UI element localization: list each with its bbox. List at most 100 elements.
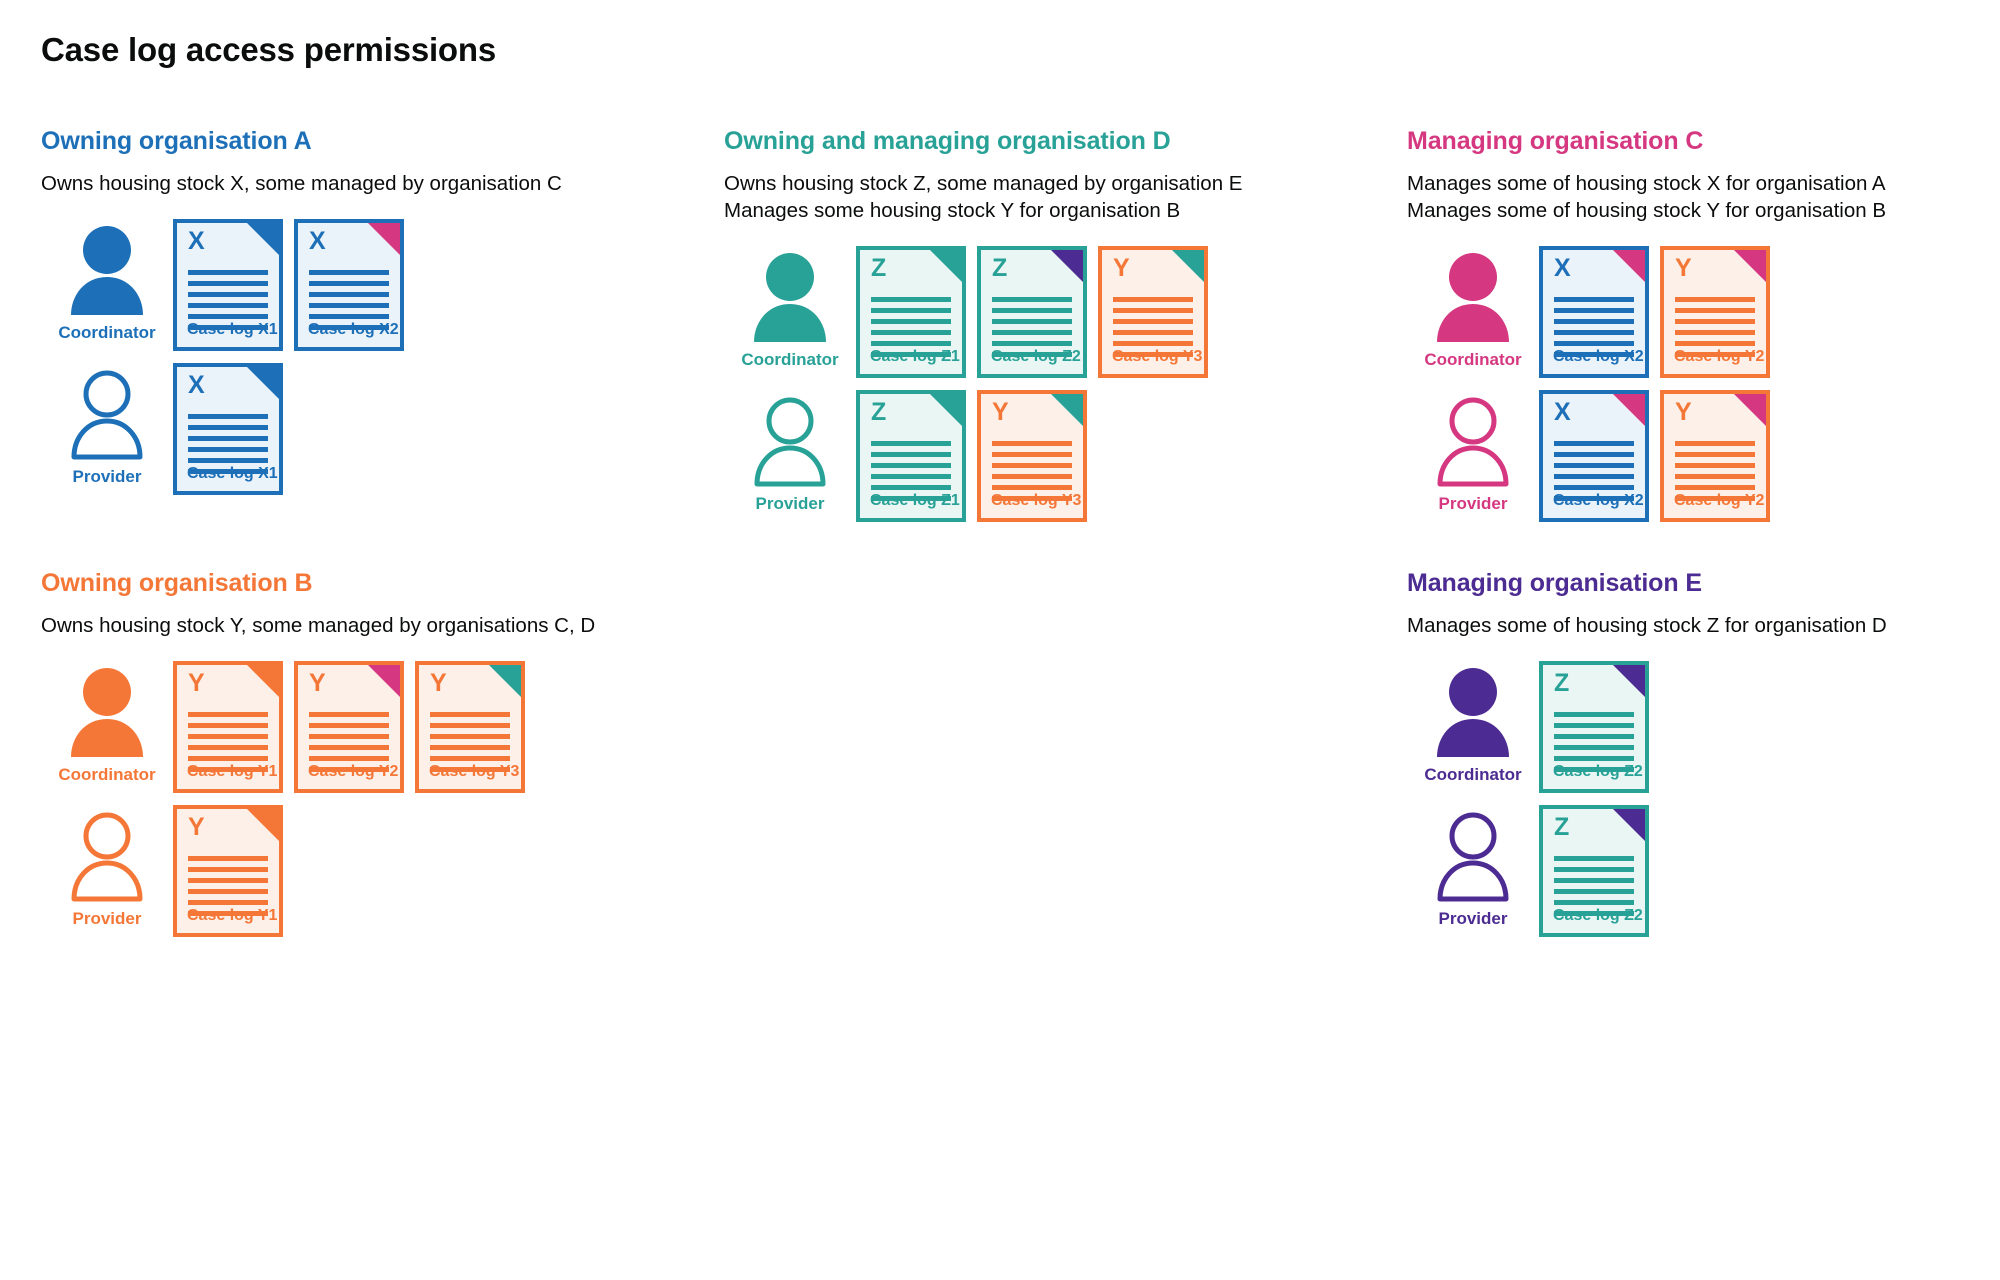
section-description-line: Manages some of housing stock X for orga… bbox=[1407, 172, 1886, 195]
role-row-provider: Provider X Case log X2 Y Case log Y2 bbox=[1407, 390, 1971, 523]
role-label: Coordinator bbox=[58, 323, 156, 343]
role-provider[interactable]: Provider bbox=[41, 363, 173, 487]
role-label: Provider bbox=[755, 494, 825, 514]
page-fold-icon bbox=[1047, 394, 1083, 431]
page-fold-icon bbox=[926, 250, 962, 287]
document-caption: Case log Y2 bbox=[308, 762, 399, 780]
person-outline-icon bbox=[754, 397, 826, 487]
org-section-org-b: Owning organisation B Owns housing stock … bbox=[41, 568, 724, 938]
role-coordinator[interactable]: Coordinator bbox=[1407, 246, 1539, 370]
document-list: Z Case log Z1 Z Case log Z2 Y Case log Y3 bbox=[856, 246, 1208, 379]
case-log-document[interactable]: Z Case log Z2 bbox=[977, 246, 1087, 379]
document-stock-letter: X bbox=[188, 371, 205, 400]
case-log-document[interactable]: Y Case log Y3 bbox=[977, 390, 1087, 523]
section-description: Owns housing stock Z, some managed by or… bbox=[724, 170, 1407, 224]
document-stock-letter: Z bbox=[1554, 813, 1570, 842]
document-text-lines bbox=[1554, 712, 1634, 773]
role-coordinator[interactable]: Coordinator bbox=[1407, 661, 1539, 785]
role-provider[interactable]: Provider bbox=[724, 390, 856, 514]
document-text-lines bbox=[188, 414, 268, 475]
role-rows: Coordinator Y Case log Y1 Y Case log Y2 Y Case… bbox=[41, 661, 724, 938]
case-log-document[interactable]: Y Case log Y2 bbox=[1660, 390, 1770, 523]
person-filled-icon bbox=[754, 253, 826, 343]
role-label: Provider bbox=[72, 467, 142, 487]
document-stock-letter: X bbox=[309, 227, 326, 256]
document-text-lines bbox=[309, 270, 389, 331]
case-log-document[interactable]: Z Case log Z1 bbox=[856, 390, 966, 523]
document-list: X Case log X1 bbox=[173, 363, 283, 496]
section-heading: Managing organisation E bbox=[1407, 569, 1702, 598]
role-label: Provider bbox=[72, 909, 142, 929]
document-caption: Case log Z2 bbox=[1553, 906, 1643, 924]
organisation-grid: Owning organisation A Owns housing stock … bbox=[41, 126, 1971, 938]
case-log-document[interactable]: Y Case log Y2 bbox=[1660, 246, 1770, 379]
page-fold-icon bbox=[243, 809, 279, 846]
document-text-lines bbox=[1554, 441, 1634, 502]
person-filled-icon bbox=[71, 668, 143, 758]
document-stock-letter: Y bbox=[309, 669, 326, 698]
role-coordinator[interactable]: Coordinator bbox=[41, 219, 173, 343]
document-caption: Case log Y2 bbox=[1674, 347, 1765, 365]
document-caption: Case log Z1 bbox=[870, 491, 960, 509]
document-list: X Case log X2 Y Case log Y2 bbox=[1539, 246, 1770, 379]
document-text-lines bbox=[1675, 441, 1755, 502]
role-provider[interactable]: Provider bbox=[1407, 390, 1539, 514]
case-log-document[interactable]: Y Case log Y1 bbox=[173, 805, 283, 938]
case-log-document[interactable]: Y Case log Y3 bbox=[415, 661, 525, 794]
page-title: Case log access permissions bbox=[41, 31, 497, 68]
document-list: Z Case log Z2 bbox=[1539, 661, 1649, 794]
case-log-document[interactable]: X Case log X2 bbox=[1539, 246, 1649, 379]
page-fold-icon bbox=[1168, 250, 1204, 287]
document-stock-letter: X bbox=[1554, 254, 1571, 283]
case-log-document[interactable]: X Case log X2 bbox=[294, 219, 404, 352]
role-rows: Coordinator X Case log X2 Y Case log Y2 Provi… bbox=[1407, 246, 1971, 523]
document-text-lines bbox=[188, 712, 268, 773]
document-text-lines bbox=[188, 856, 268, 917]
case-log-document[interactable]: X Case log X1 bbox=[173, 363, 283, 496]
page-fold-icon bbox=[364, 223, 400, 260]
page-fold-icon bbox=[1609, 665, 1645, 702]
document-text-lines bbox=[1675, 297, 1755, 358]
document-text-lines bbox=[309, 712, 389, 773]
case-log-document[interactable]: Y Case log Y3 bbox=[1098, 246, 1208, 379]
role-coordinator[interactable]: Coordinator bbox=[724, 246, 856, 370]
case-log-document[interactable]: Y Case log Y1 bbox=[173, 661, 283, 794]
document-text-lines bbox=[992, 297, 1072, 358]
case-log-document[interactable]: Z Case log Z2 bbox=[1539, 661, 1649, 794]
page-fold-icon bbox=[1730, 394, 1766, 431]
document-text-lines bbox=[188, 270, 268, 331]
role-label: Coordinator bbox=[58, 765, 156, 785]
section-description: Manages some of housing stock X for orga… bbox=[1407, 170, 1971, 224]
person-outline-icon bbox=[1437, 397, 1509, 487]
role-provider[interactable]: Provider bbox=[1407, 805, 1539, 929]
case-log-document[interactable]: X Case log X2 bbox=[1539, 390, 1649, 523]
section-description-line: Owns housing stock Y, some managed by or… bbox=[41, 614, 596, 638]
document-stock-letter: Z bbox=[871, 398, 887, 427]
section-description-line: Manages some of housing stock Y for orga… bbox=[1407, 199, 1886, 223]
document-stock-letter: Z bbox=[871, 254, 887, 283]
person-filled-icon bbox=[1437, 668, 1509, 758]
page-fold-icon bbox=[243, 367, 279, 404]
person-outline-icon bbox=[1437, 812, 1509, 902]
case-log-document[interactable]: X Case log X1 bbox=[173, 219, 283, 352]
document-text-lines bbox=[1554, 297, 1634, 358]
document-caption: Case log Z2 bbox=[991, 347, 1081, 365]
section-description-line: Owns housing stock X, some managed by or… bbox=[41, 172, 562, 195]
page-fold-icon bbox=[243, 665, 279, 702]
document-list: Y Case log Y1 Y Case log Y2 Y Case log Y3 bbox=[173, 661, 525, 794]
document-caption: Case log X2 bbox=[1553, 491, 1644, 509]
document-caption: Case log Y1 bbox=[187, 906, 278, 924]
document-caption: Case log Y3 bbox=[1112, 347, 1203, 365]
org-section-org-e: Managing organisation E Manages some of h… bbox=[1407, 568, 1971, 938]
case-log-document[interactable]: Z Case log Z1 bbox=[856, 246, 966, 379]
document-text-lines bbox=[1113, 297, 1193, 358]
case-log-document[interactable]: Z Case log Z2 bbox=[1539, 805, 1649, 938]
case-log-document[interactable]: Y Case log Y2 bbox=[294, 661, 404, 794]
role-label: Coordinator bbox=[741, 350, 839, 370]
role-row-coordinator: Coordinator Z Case log Z1 Z Case log Z2 Y Case… bbox=[724, 246, 1407, 379]
role-coordinator[interactable]: Coordinator bbox=[41, 661, 173, 785]
document-list: X Case log X1 X Case log X2 bbox=[173, 219, 404, 352]
role-label: Provider bbox=[1438, 494, 1508, 514]
document-stock-letter: Y bbox=[188, 813, 205, 842]
role-provider[interactable]: Provider bbox=[41, 805, 173, 929]
